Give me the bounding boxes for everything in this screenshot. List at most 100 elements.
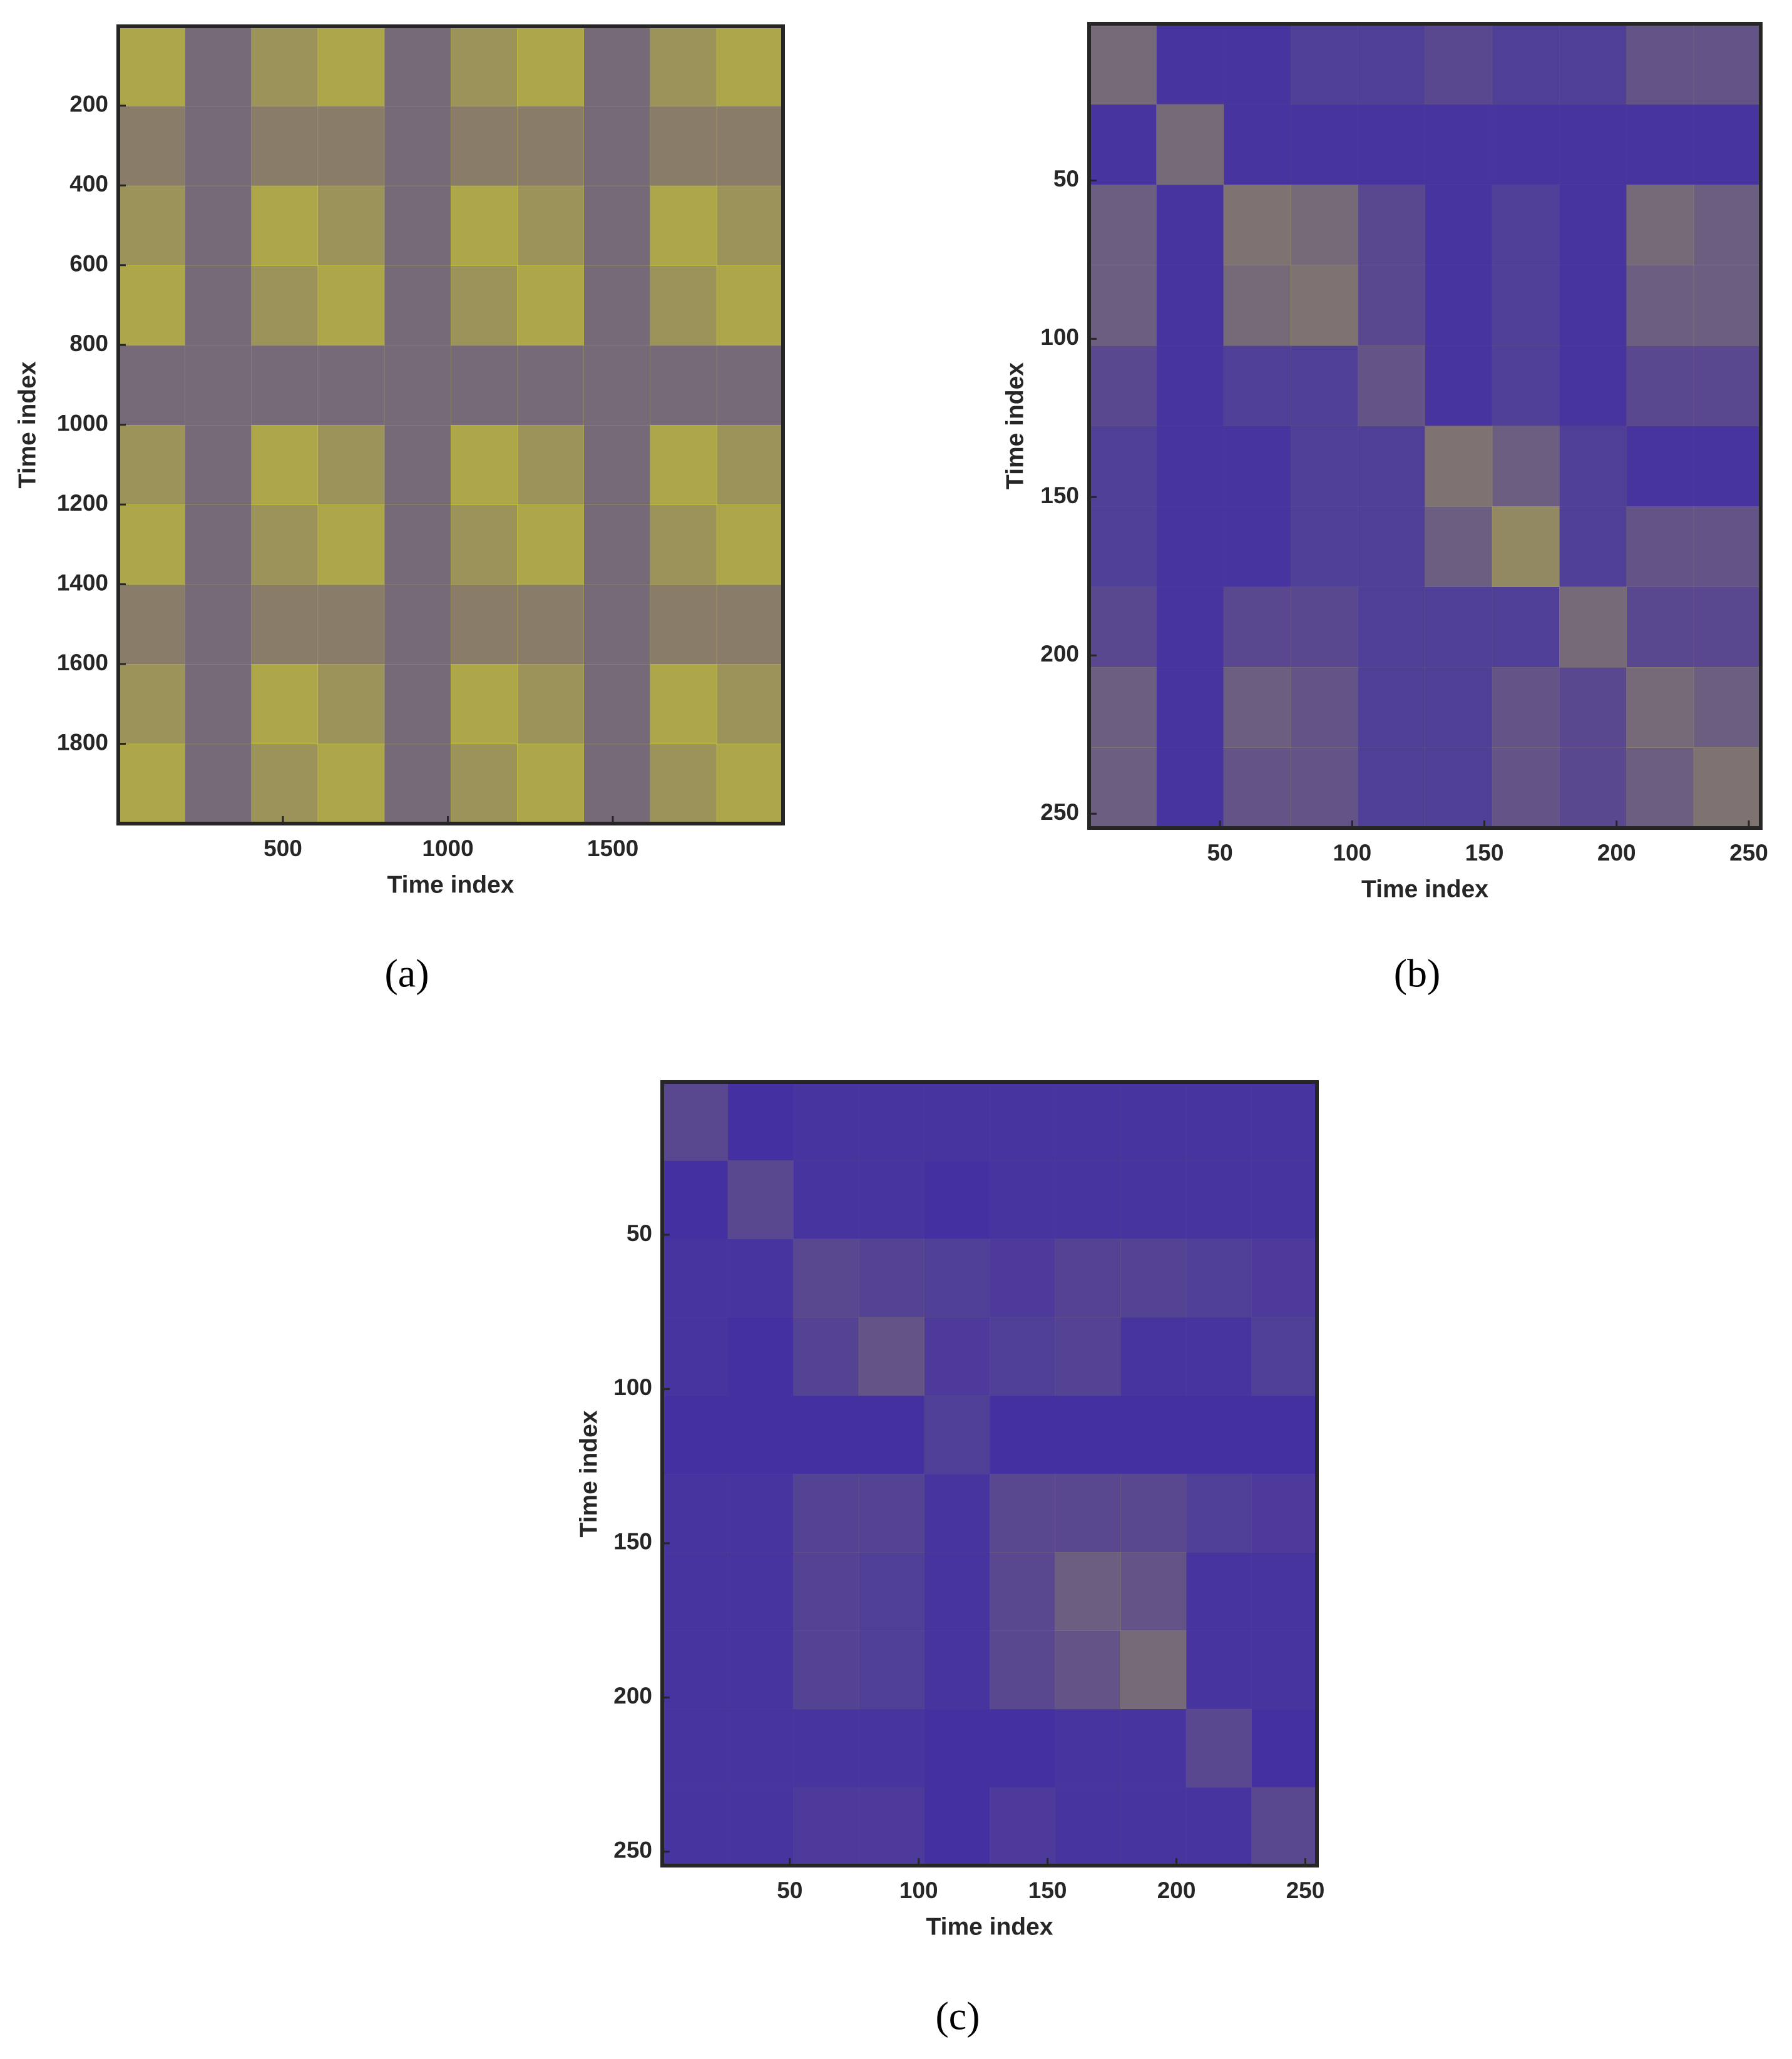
recurrence-cell bbox=[185, 265, 252, 346]
recurrence-cell bbox=[185, 425, 252, 505]
recurrence-cell bbox=[793, 1082, 859, 1161]
recurrence-cell bbox=[317, 425, 385, 505]
recurrence-cell bbox=[1156, 426, 1224, 507]
recurrence-cell bbox=[118, 664, 185, 745]
panel-label: (a) bbox=[384, 951, 429, 996]
recurrence-cell bbox=[716, 185, 784, 266]
x-tick-label: 100 bbox=[1333, 840, 1371, 866]
recurrence-cell bbox=[716, 504, 784, 585]
recurrence-cell bbox=[1223, 506, 1291, 587]
recurrence-cell bbox=[924, 1630, 990, 1710]
recurrence-cell bbox=[517, 265, 584, 346]
recurrence-cell bbox=[517, 584, 584, 665]
recurrence-cell bbox=[1492, 586, 1560, 668]
recurrence-cell bbox=[859, 1396, 924, 1474]
recurrence-cell bbox=[1290, 747, 1358, 829]
recurrence-cell bbox=[1492, 747, 1560, 829]
recurrence-cell bbox=[384, 584, 451, 665]
y-tick-label: 250 bbox=[1040, 799, 1079, 825]
recurrence-cell bbox=[118, 584, 185, 665]
recurrence-cell bbox=[1290, 104, 1358, 185]
recurrence-cell bbox=[384, 106, 451, 186]
recurrence-cell bbox=[118, 265, 185, 346]
recurrence-cell bbox=[650, 26, 717, 106]
recurrence-cell bbox=[1626, 667, 1694, 748]
recurrence-cell bbox=[1492, 667, 1560, 748]
recurrence-cell bbox=[384, 185, 451, 266]
recurrence-cell bbox=[1120, 1317, 1187, 1396]
recurrence-cell bbox=[1186, 1396, 1252, 1474]
recurrence-cell bbox=[1120, 1552, 1187, 1631]
plot-background bbox=[662, 1082, 1317, 1866]
recurrence-cell bbox=[583, 345, 651, 426]
recurrence-cell bbox=[185, 185, 252, 266]
recurrence-cell bbox=[317, 106, 385, 186]
x-tick-label: 50 bbox=[777, 1878, 802, 1903]
recurrence-cell bbox=[517, 664, 584, 745]
recurrence-cell bbox=[118, 504, 185, 585]
recurrence-cell bbox=[118, 425, 185, 505]
recurrence-cell bbox=[924, 1317, 990, 1396]
y-tick-label: 1400 bbox=[57, 570, 108, 595]
plot-background bbox=[1089, 24, 1761, 828]
recurrence-cell bbox=[1185, 1630, 1252, 1710]
recurrence-cell bbox=[451, 425, 518, 505]
recurrence-cell bbox=[1156, 265, 1224, 346]
y-tick-label: 200 bbox=[613, 1683, 652, 1709]
axes-frame bbox=[1087, 22, 1763, 830]
recurrence-cell bbox=[251, 185, 319, 266]
recurrence-cell bbox=[727, 1709, 794, 1788]
recurrence-cell bbox=[662, 1317, 729, 1396]
recurrence-cell bbox=[793, 1709, 859, 1788]
recurrence-cell bbox=[1120, 1160, 1187, 1239]
recurrence-cell bbox=[251, 106, 319, 186]
recurrence-cell bbox=[1358, 506, 1425, 587]
recurrence-cell bbox=[1185, 1552, 1252, 1631]
recurrence-cell bbox=[384, 504, 451, 585]
recurrence-cell bbox=[1559, 185, 1627, 265]
recurrence-cell bbox=[1626, 104, 1694, 185]
recurrence-cell bbox=[716, 106, 784, 186]
recurrence-cell bbox=[583, 664, 651, 745]
recurrence-cell bbox=[1559, 345, 1627, 426]
recurrence-cell bbox=[1251, 1709, 1317, 1788]
recurrence-cell bbox=[1156, 345, 1224, 426]
recurrence-cell bbox=[251, 265, 319, 346]
recurrence-cell bbox=[1251, 1630, 1318, 1710]
recurrence-cell bbox=[583, 584, 651, 665]
recurrence-cell bbox=[317, 185, 385, 266]
recurrence-cell bbox=[1251, 1317, 1318, 1396]
y-axis-label: Time index bbox=[14, 361, 41, 488]
recurrence-cell bbox=[1055, 1552, 1121, 1631]
y-tick-label: 50 bbox=[627, 1220, 652, 1246]
recurrence-cell bbox=[1626, 747, 1694, 829]
recurrence-cell bbox=[1358, 586, 1425, 668]
recurrence-cell bbox=[517, 425, 584, 505]
y-tick-label: 1200 bbox=[57, 490, 108, 516]
x-axis-label: Time index bbox=[387, 871, 514, 898]
x-tick-label: 50 bbox=[1207, 840, 1233, 866]
recurrence-cell bbox=[728, 1396, 794, 1474]
recurrence-cell bbox=[990, 1082, 1056, 1161]
recurrence-cell bbox=[1693, 586, 1761, 668]
recurrence-cell bbox=[1290, 265, 1358, 346]
recurrence-cell bbox=[858, 1239, 924, 1318]
recurrence-cell bbox=[727, 1239, 794, 1318]
recurrence-cell bbox=[517, 504, 584, 585]
recurrence-cell bbox=[990, 1630, 1056, 1710]
y-tick-label: 800 bbox=[69, 330, 108, 356]
recurrence-cell bbox=[924, 1082, 990, 1161]
recurrence-cell bbox=[451, 664, 518, 745]
recurrence-cell bbox=[1120, 1239, 1187, 1318]
recurrence-cell bbox=[1223, 24, 1291, 105]
recurrence-cell bbox=[384, 345, 451, 426]
recurrence-cell bbox=[1251, 1474, 1318, 1553]
recurrence-cell bbox=[451, 584, 518, 665]
recurrence-cell bbox=[384, 26, 451, 106]
recurrence-cell bbox=[1089, 104, 1157, 185]
recurrence-cell bbox=[990, 1787, 1056, 1866]
recurrence-cell bbox=[1492, 426, 1560, 507]
recurrence-cell bbox=[583, 106, 651, 186]
recurrence-cell bbox=[1223, 586, 1291, 668]
recurrence-cell bbox=[517, 185, 584, 266]
